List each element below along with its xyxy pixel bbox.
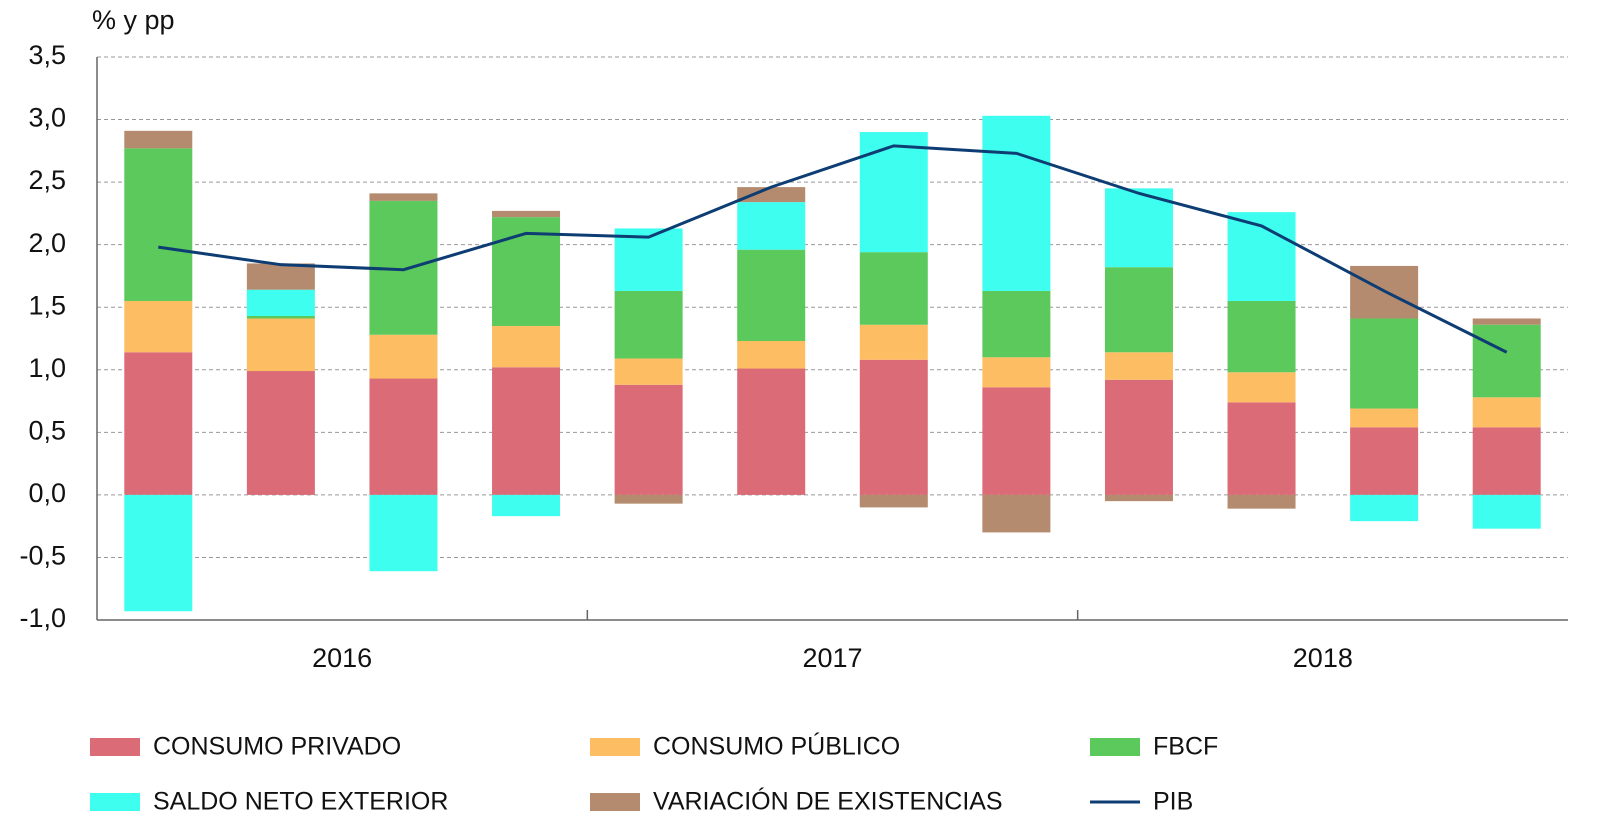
bar-segment — [246, 315, 315, 319]
bar-segment — [1227, 402, 1296, 495]
legend-swatch — [590, 793, 640, 811]
bar-segment — [246, 318, 315, 372]
bar-segment — [492, 325, 561, 368]
bar-segment — [614, 228, 683, 291]
bar-segment — [982, 115, 1051, 291]
y-tick-label: 0,0 — [28, 478, 66, 508]
bar-segment — [1227, 494, 1296, 509]
x-group-label: 2018 — [1293, 643, 1353, 673]
bar-segment — [1227, 300, 1296, 373]
legend-label: SALDO NETO EXTERIOR — [153, 788, 448, 816]
legend-label: PIB — [1153, 788, 1193, 816]
bar-segment — [614, 494, 683, 504]
bar-segment — [1350, 427, 1419, 495]
legend-swatch — [90, 793, 140, 811]
x-group-label: 2016 — [312, 643, 372, 673]
y-tick-label: 0,5 — [28, 415, 66, 445]
bar-segment — [1104, 379, 1173, 495]
bar-segment — [737, 249, 806, 342]
bar-segment — [369, 193, 438, 201]
bar-segment — [124, 148, 193, 301]
bar-segment — [737, 187, 806, 203]
y-tick-label: 1,5 — [28, 290, 66, 320]
bar-segment — [859, 252, 928, 325]
y-tick-label: -0,5 — [19, 541, 66, 571]
bar-segment — [1472, 397, 1541, 428]
bar-segment — [614, 384, 683, 495]
y-tick-label: 3,0 — [28, 103, 66, 133]
bar-segment — [492, 210, 561, 218]
bar-segment — [737, 368, 806, 495]
bar-segment — [614, 358, 683, 385]
y-tick-label: -1,0 — [19, 603, 66, 633]
bar-segment — [859, 324, 928, 360]
bar-segment — [859, 494, 928, 508]
bar-segment — [1472, 318, 1541, 325]
bar-segment — [982, 494, 1051, 533]
bar-segment — [737, 341, 806, 369]
legend-label: VARIACIÓN DE EXISTENCIAS — [653, 787, 1003, 816]
bar-segment — [369, 494, 438, 572]
legend-swatch — [590, 738, 640, 756]
bar-segment — [124, 130, 193, 149]
legend-swatch — [90, 738, 140, 756]
bar-segment — [124, 352, 193, 495]
bar-segment — [982, 290, 1051, 358]
bar-segment — [1104, 494, 1173, 502]
bar-segment — [1104, 188, 1173, 268]
bar-segment — [246, 263, 315, 290]
x-group-label: 2017 — [802, 643, 862, 673]
bar-segment — [1227, 372, 1296, 403]
legend-label: CONSUMO PÚBLICO — [653, 732, 900, 761]
legend-swatch — [1090, 738, 1140, 756]
bar-segment — [1350, 494, 1419, 522]
y-tick-label: 2,5 — [28, 165, 66, 195]
bar-segment — [1350, 318, 1419, 409]
y-axis-label: % y pp — [92, 5, 175, 35]
bar-segment — [1104, 352, 1173, 380]
y-tick-label: 3,5 — [28, 40, 66, 70]
bar-segment — [1472, 494, 1541, 529]
bar-segment — [246, 371, 315, 495]
bar-segment — [1350, 408, 1419, 428]
bar-segment — [369, 378, 438, 495]
bar-segment — [614, 290, 683, 359]
bar-segment — [492, 367, 561, 495]
bar-segment — [982, 357, 1051, 388]
bar-segment — [124, 494, 193, 612]
y-tick-label: 2,0 — [28, 228, 66, 258]
legend-label: FBCF — [1153, 733, 1218, 761]
y-tick-label: 1,0 — [28, 353, 66, 383]
legend-label: CONSUMO PRIVADO — [153, 733, 401, 761]
bar-segment — [859, 359, 928, 495]
bar-segment — [1472, 324, 1541, 398]
bar-segment — [737, 202, 806, 250]
bar-segment — [492, 494, 561, 517]
bar-segment — [1472, 427, 1541, 495]
bar-segment — [124, 300, 193, 353]
bar-segment — [369, 334, 438, 379]
bar-segment — [1104, 267, 1173, 353]
bar-segment — [982, 387, 1051, 495]
bar-segment — [859, 132, 928, 253]
line — [158, 144, 1508, 354]
bar-segment — [246, 289, 315, 316]
